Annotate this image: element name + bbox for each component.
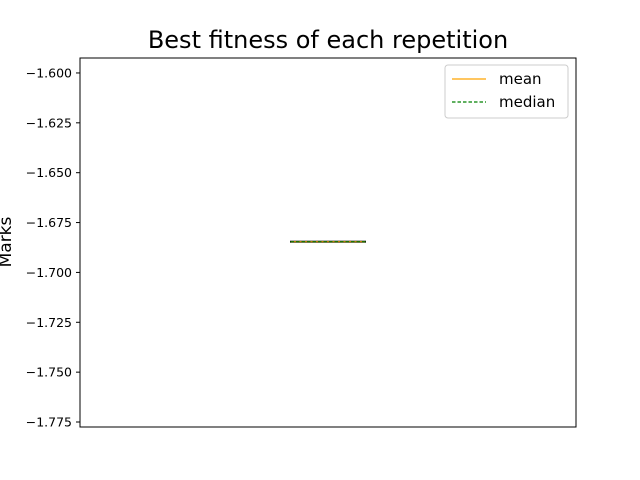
legend: mean median [444, 64, 569, 119]
boxplot [290, 240, 366, 243]
y-tick-label: −1.775 [26, 415, 72, 430]
y-tick-label: −1.650 [26, 165, 72, 180]
y-ticks: −1.600 −1.625 −1.650 −1.675 −1.700 −1.725 −1.7… [26, 65, 80, 430]
y-tick-label: −1.675 [26, 215, 72, 230]
legend-label-mean: mean [499, 70, 542, 88]
y-tick-label: −1.725 [26, 315, 72, 330]
y-tick-label: −1.700 [26, 265, 72, 280]
plot-frame [79, 57, 577, 428]
y-tick-label: −1.625 [26, 115, 72, 130]
y-tick-label: −1.750 [26, 365, 72, 380]
y-tick-label: −1.600 [26, 65, 72, 80]
y-axis-label: Marks [0, 216, 16, 267]
chart-title: Best fitness of each repetition [148, 26, 508, 54]
legend-box [444, 64, 569, 119]
legend-label-median: median [499, 93, 555, 111]
